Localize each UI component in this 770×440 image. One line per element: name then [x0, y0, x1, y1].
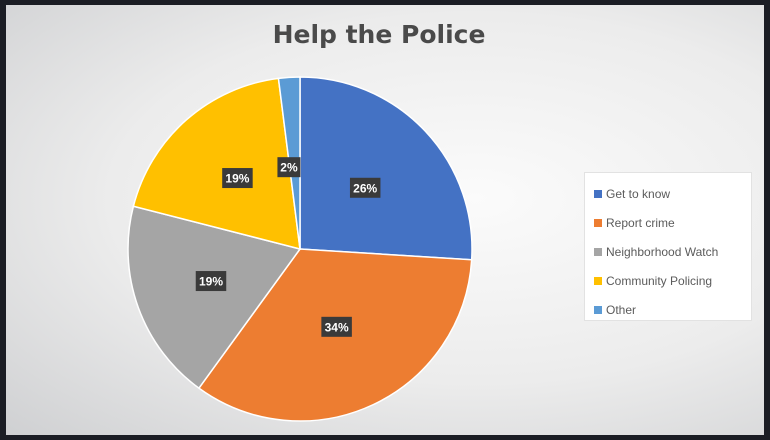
- pie-slice-get-to-know: [299, 76, 473, 261]
- svg-text:19%: 19%: [199, 275, 223, 289]
- legend-swatch: [594, 276, 602, 285]
- data-label-get-to-know: 26%: [349, 177, 381, 198]
- pie-slice-neighborhood-watch: [127, 205, 302, 390]
- legend-label: Community Policing: [606, 273, 713, 288]
- legend-swatch: [594, 218, 602, 227]
- pie-slice-community-policing: [132, 77, 301, 251]
- chart-legend: Get to know Report crime Neighborhood Watc…: [584, 172, 752, 321]
- legend-swatch: [594, 247, 602, 256]
- data-label-community-policing: 19%: [222, 168, 253, 189]
- legend-item-community-policing: Community Policing: [594, 266, 751, 295]
- legend-item-other: Other: [594, 295, 751, 324]
- legend-item-neighborhood-watch: Neighborhood Watch: [594, 237, 751, 266]
- legend-label: Report crime: [606, 215, 675, 230]
- data-label-other: 2%: [277, 157, 301, 178]
- legend-label: Other: [606, 302, 637, 317]
- legend-item-get-to-know: Get to know: [594, 179, 751, 208]
- legend-label: Neighborhood Watch: [606, 244, 719, 259]
- data-label-neighborhood-watch: 19%: [195, 271, 227, 292]
- legend-item-report-crime: Report crime: [594, 208, 751, 237]
- legend-swatch: [594, 305, 602, 314]
- svg-text:2%: 2%: [280, 161, 298, 175]
- svg-text:19%: 19%: [225, 172, 249, 186]
- legend-swatch: [594, 189, 602, 198]
- data-label-report-crime: 34%: [321, 316, 352, 337]
- svg-text:26%: 26%: [353, 181, 377, 195]
- chart-title: Help the Police: [272, 20, 486, 49]
- svg-text:34%: 34%: [325, 320, 349, 334]
- legend-label: Get to know: [606, 186, 671, 201]
